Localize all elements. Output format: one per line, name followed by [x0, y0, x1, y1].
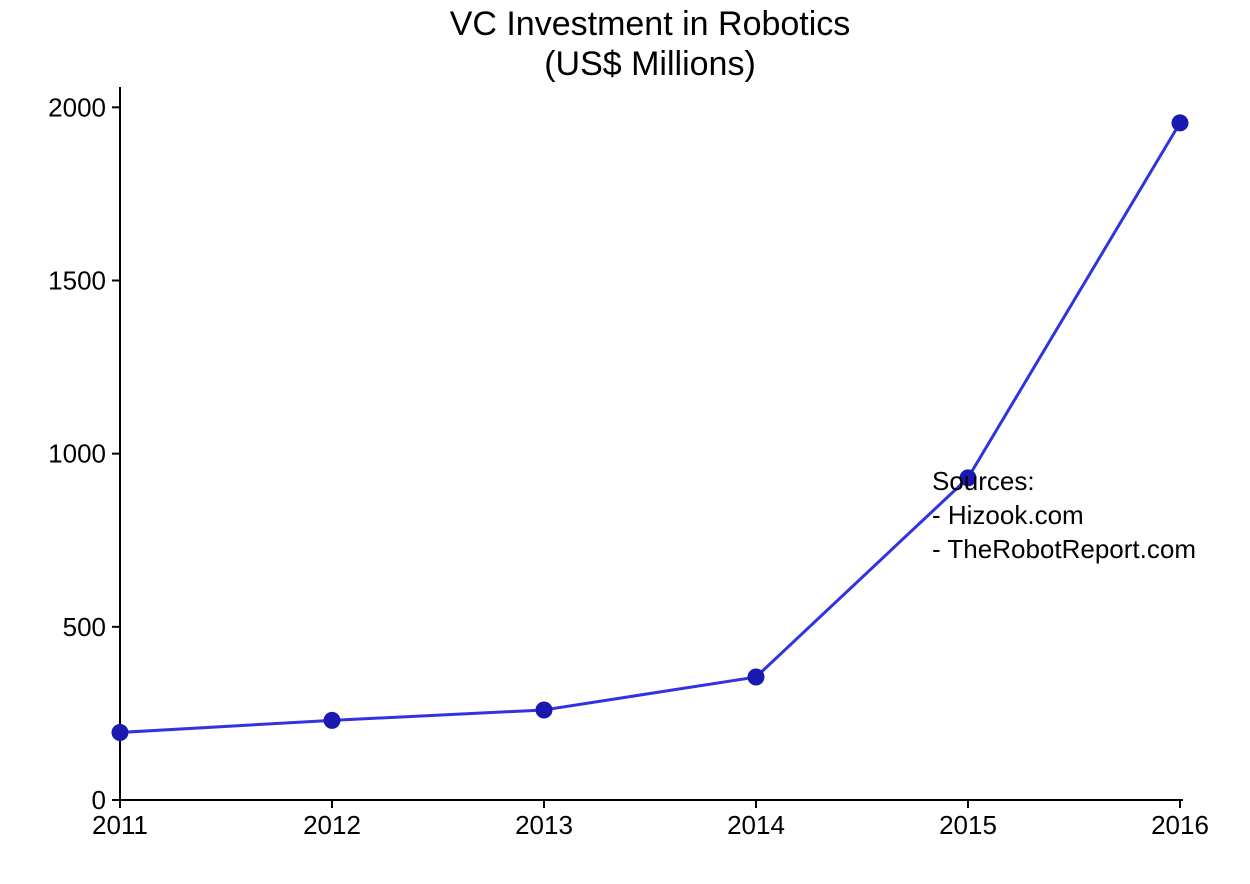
chart-title-line1: VC Investment in Robotics	[450, 5, 851, 43]
chart-title-line2: (US$ Millions)	[544, 45, 756, 83]
x-tick-label: 2011	[92, 810, 148, 840]
y-tick-label: 1000	[48, 439, 106, 469]
data-marker	[1172, 115, 1188, 131]
data-line	[120, 123, 1180, 733]
y-tick-label: 1500	[48, 265, 106, 295]
x-tick-label: 2016	[1151, 810, 1209, 840]
y-tick-label: 500	[63, 612, 106, 642]
data-marker	[324, 712, 340, 728]
sources-item: - TheRobotReport.com	[932, 534, 1196, 564]
x-tick-label: 2013	[515, 810, 573, 840]
chart-svg: VC Investment in Robotics(US$ Millions)0…	[0, 0, 1250, 884]
data-marker	[536, 702, 552, 718]
sources-label: Sources:	[932, 466, 1035, 496]
data-marker	[112, 724, 128, 740]
data-marker	[748, 669, 764, 685]
x-tick-label: 2012	[303, 810, 361, 840]
x-tick-label: 2015	[939, 810, 997, 840]
y-tick-label: 2000	[48, 92, 106, 122]
sources-item: - Hizook.com	[932, 500, 1084, 530]
x-tick-label: 2014	[727, 810, 785, 840]
chart-container: VC Investment in Robotics(US$ Millions)0…	[0, 0, 1250, 884]
